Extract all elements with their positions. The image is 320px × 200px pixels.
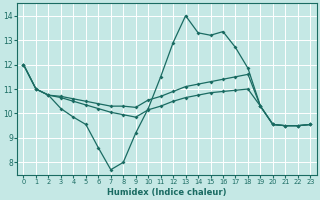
X-axis label: Humidex (Indice chaleur): Humidex (Indice chaleur) <box>107 188 227 197</box>
